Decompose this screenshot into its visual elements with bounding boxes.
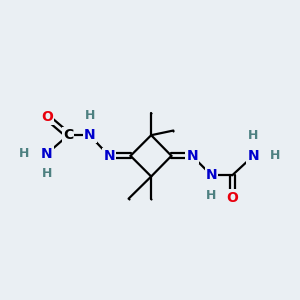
Text: H: H [42, 167, 52, 180]
Text: H: H [84, 109, 95, 122]
Text: H: H [206, 190, 217, 202]
Text: H: H [19, 147, 29, 161]
Text: N: N [41, 147, 52, 161]
Text: N: N [103, 149, 115, 163]
Text: H: H [269, 149, 280, 162]
Text: N: N [206, 168, 218, 182]
Text: N: N [84, 128, 95, 142]
Text: N: N [248, 149, 259, 163]
Text: O: O [226, 190, 238, 205]
Text: N: N [186, 149, 198, 163]
Text: O: O [41, 110, 53, 124]
Text: H: H [248, 129, 258, 142]
Text: C: C [63, 128, 73, 142]
